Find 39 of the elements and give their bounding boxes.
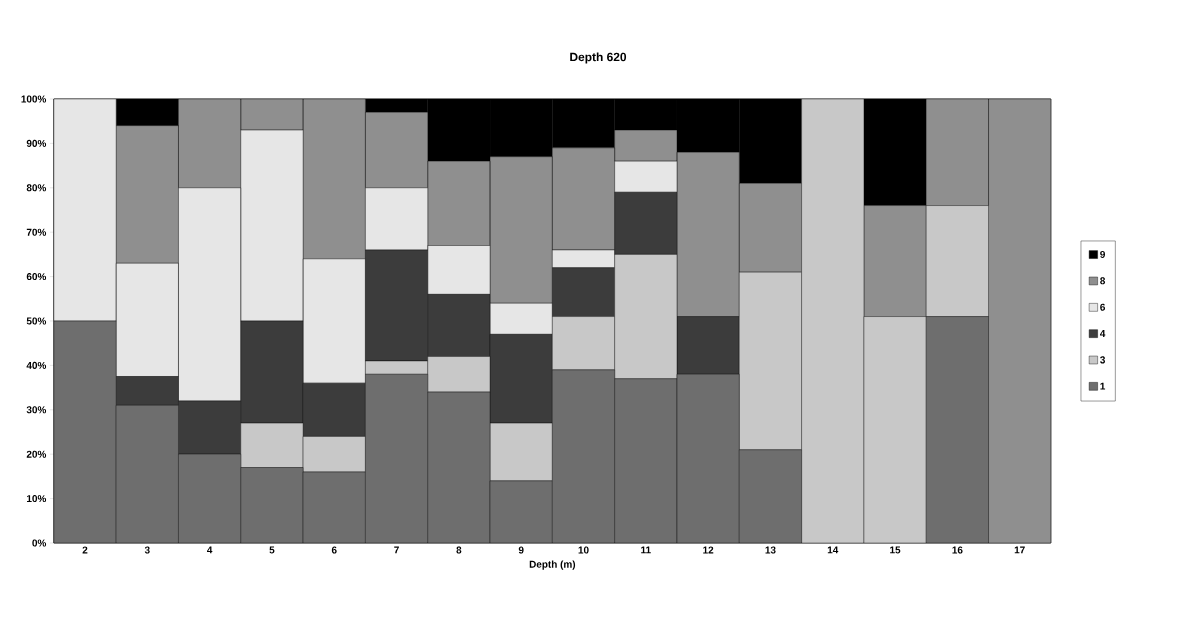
y-tick-label: 0% — [32, 539, 47, 547]
y-tick-label: 100% — [21, 95, 47, 103]
legend-label: 9 — [1100, 250, 1105, 258]
x-tick-label: 3 — [144, 546, 150, 554]
x-tick-label: 8 — [456, 546, 462, 554]
bar — [863, 205, 927, 317]
bar — [489, 303, 553, 335]
y-tick-label: 30% — [26, 406, 47, 414]
y-tick-label: 10% — [27, 495, 47, 503]
y-tick-label: 20% — [26, 450, 47, 458]
x-tick-label: 12 — [703, 546, 714, 554]
x-tick-label: 4 — [207, 546, 213, 554]
x-tick-label: 9 — [518, 546, 524, 554]
x-tick-label: 17 — [1014, 546, 1025, 554]
y-tick-label: 50% — [26, 317, 47, 325]
bar — [302, 258, 366, 384]
y-tick-label: 80% — [26, 184, 47, 192]
x-tick-label: 10 — [578, 546, 589, 554]
x-tick-label: 11 — [641, 546, 651, 554]
x-tick-label: 14 — [827, 546, 839, 554]
legend-label: 4 — [1099, 330, 1106, 337]
bar — [614, 160, 678, 193]
y-tick-label: 60% — [26, 273, 47, 281]
legend-label: 3 — [1100, 356, 1106, 364]
y-tick-label: 90% — [26, 139, 47, 147]
y-tick-label: 70% — [26, 228, 47, 236]
x-axis-title: Depth (m) — [529, 560, 576, 570]
x-tick-label: 7 — [394, 546, 399, 554]
chart-title: Depth 620 — [570, 52, 627, 64]
x-tick-label: 2 — [82, 546, 88, 554]
legend-label: 8 — [1100, 277, 1106, 285]
x-tick-label: 6 — [331, 546, 337, 554]
y-tick-label: 40% — [26, 361, 47, 369]
x-tick-label: 15 — [890, 546, 901, 554]
x-tick-label: 13 — [765, 546, 776, 554]
legend-label: 6 — [1100, 303, 1106, 311]
x-tick-label: 16 — [952, 546, 963, 554]
legend-label: 1 — [1100, 382, 1106, 390]
x-tick-label: 5 — [269, 546, 275, 554]
